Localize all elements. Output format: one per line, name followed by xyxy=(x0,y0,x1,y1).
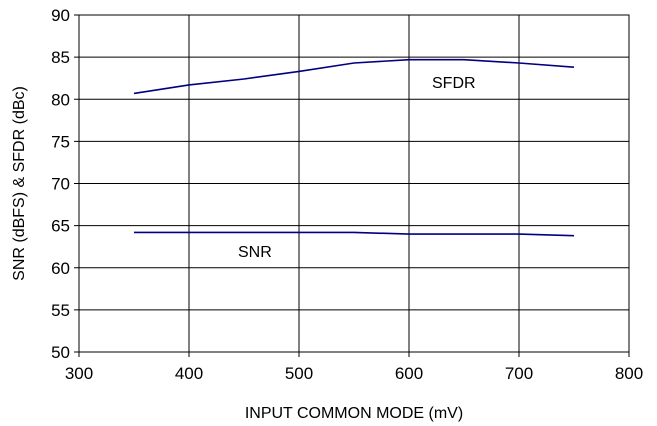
y-tick-label-90: 90 xyxy=(51,6,70,25)
y-tick-label-65: 65 xyxy=(51,217,70,236)
y-tick-label-55: 55 xyxy=(51,301,70,320)
x-tick-label-700: 700 xyxy=(505,364,533,383)
x-axis-title: INPUT COMMON MODE (mV) xyxy=(245,405,463,422)
y-tick-label-60: 60 xyxy=(51,259,70,278)
series-label-snr: SNR xyxy=(238,244,272,261)
x-tick-label-500: 500 xyxy=(285,364,313,383)
x-tick-label-800: 800 xyxy=(615,364,643,383)
x-tick-label-600: 600 xyxy=(395,364,423,383)
y-tick-label-80: 80 xyxy=(51,90,70,109)
series-layer xyxy=(133,58,575,237)
grid-lines xyxy=(74,14,630,357)
y-tick-label-50: 50 xyxy=(51,343,70,362)
plot-area-frame xyxy=(78,14,630,353)
y-tick-label-85: 85 xyxy=(51,48,70,67)
x-axis-tick-labels: 300 400 500 600 700 800 xyxy=(65,364,643,383)
y-axis-title: SNR (dBFS) & SFDR (dBc) xyxy=(11,86,28,281)
series-line-snr xyxy=(134,231,575,237)
x-tick-label-300: 300 xyxy=(65,364,93,383)
y-tick-label-70: 70 xyxy=(51,175,70,194)
y-axis-tick-labels: 50 55 60 65 70 75 80 85 90 xyxy=(51,6,70,362)
x-tick-label-400: 400 xyxy=(175,364,203,383)
y-tick-label-75: 75 xyxy=(51,132,70,151)
series-line-sfdr xyxy=(133,58,575,95)
series-label-sfdr: SFDR xyxy=(432,75,476,92)
series-labels: SFDR SNR xyxy=(238,75,476,261)
